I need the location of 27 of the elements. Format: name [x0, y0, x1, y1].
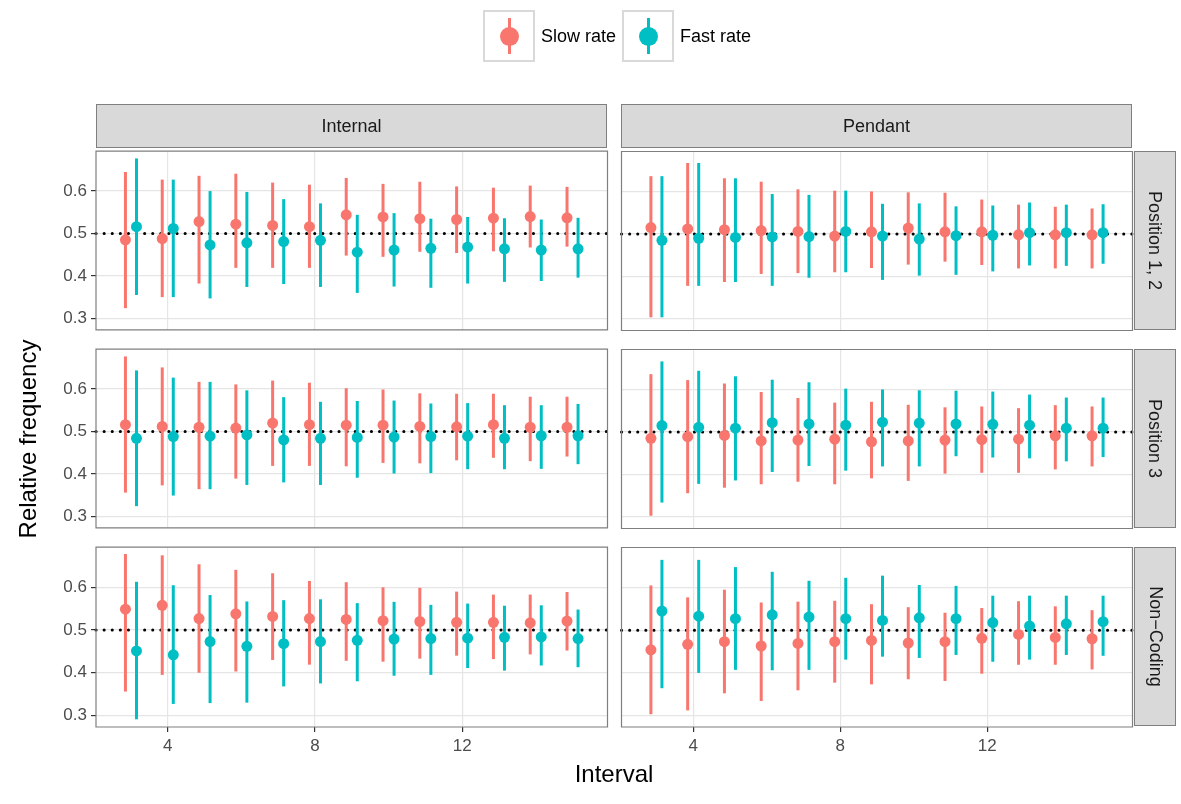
- y-tick-label: 0.5: [63, 420, 87, 440]
- y-tick-label: 0.6: [63, 576, 87, 596]
- y-tick-label: 0.6: [63, 378, 87, 398]
- text: Non−Coding: [1144, 586, 1166, 687]
- y-tick-label: 0.5: [63, 619, 87, 639]
- y-tick-label: 0.4: [63, 265, 87, 285]
- y-tick-label: 0.4: [63, 662, 87, 682]
- x-tick-label: 12: [977, 735, 997, 755]
- y-axis-title: Relative frequency: [14, 339, 42, 538]
- y-tick-label: 0.3: [63, 704, 87, 724]
- y-tick-label: 0.3: [63, 505, 87, 525]
- text: Position 3: [1144, 398, 1166, 479]
- x-tick-label: 12: [452, 735, 472, 755]
- x-axis-title: Interval: [574, 760, 654, 788]
- x-tick-label: 8: [310, 735, 320, 755]
- chart-title: Internal: [96, 104, 607, 148]
- chart-title: Pendant: [621, 104, 1132, 148]
- y-tick-label: 0.5: [63, 222, 87, 242]
- x-tick-label: 4: [163, 735, 173, 755]
- text: Position 1, 2: [1144, 190, 1166, 291]
- y-tick-label: 0.3: [63, 307, 87, 327]
- legend-label: Slow rate: [540, 25, 616, 47]
- x-tick-label: 4: [687, 735, 698, 755]
- y-tick-label: 0.4: [63, 463, 87, 483]
- legend-label: Fast rate: [680, 25, 752, 47]
- x-tick-label: 8: [835, 735, 845, 755]
- y-tick-label: 0.6: [63, 180, 87, 200]
